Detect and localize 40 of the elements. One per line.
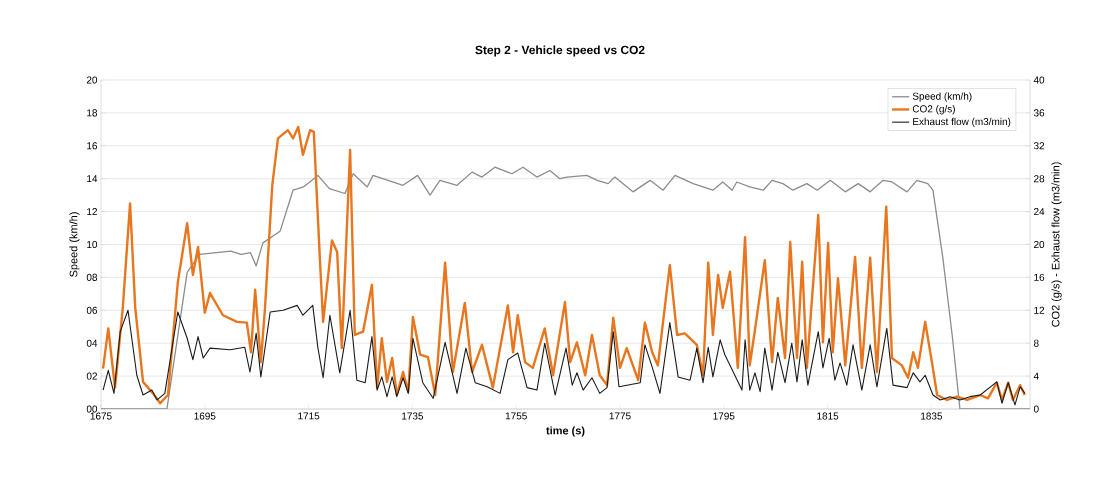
legend-label: Exhaust flow (m3/min)	[913, 117, 1011, 128]
y2-tick-label: 8	[1033, 339, 1039, 347]
y2-tick-label: 36	[1033, 109, 1045, 117]
x-tick-label: 1835	[921, 412, 943, 420]
x-tick-label: 1775	[609, 412, 631, 420]
y2-tick-label: 16	[1034, 273, 1045, 281]
line-series	[101, 125, 1027, 405]
x-tick-label: 1815	[817, 412, 839, 420]
x-tick-label: 1675	[90, 412, 112, 420]
x-tick-label: 1715	[298, 412, 320, 420]
y-tick-label: 02	[86, 372, 97, 380]
y2-tick-label: 0	[1033, 405, 1039, 413]
legend-label: CO2 (g/s)	[912, 105, 955, 115]
y-tick-label: 20	[86, 76, 98, 84]
y2-tick-label: 12	[1034, 306, 1045, 314]
y-tick-label: 12	[87, 208, 97, 216]
line-series	[102, 304, 1026, 406]
y2-axis-title: CO2 (g/s) - Exhaust flow (m3/min)	[1051, 162, 1062, 327]
x-tick-label: 1795	[713, 412, 735, 420]
y2-tick-label: 4	[1033, 372, 1039, 380]
chart-title: Step 2 - Vehicle speed vs CO2	[475, 45, 645, 57]
x-tick-label: 1735	[402, 412, 424, 420]
y-tick-label: 08	[86, 273, 98, 281]
y-tick-label: 16	[87, 142, 98, 150]
y2-tick-label: 40	[1033, 76, 1045, 84]
y-tick-label: 04	[86, 339, 98, 347]
y-axis-title: Speed (km/h)	[69, 212, 80, 277]
y2-tick-label: 20	[1034, 240, 1045, 249]
y-tick-label: 18	[87, 109, 98, 117]
y-tick-label: 00	[86, 405, 98, 413]
y-tick-label: 14	[87, 175, 98, 183]
x-tick-label: 1695	[194, 412, 216, 420]
y2-tick-label: 24	[1034, 208, 1045, 216]
y-tick-label: 10	[87, 240, 98, 249]
y2-tick-label: 28	[1034, 175, 1045, 183]
x-tick-label: 1755	[505, 412, 527, 420]
y-tick-label: 06	[86, 306, 98, 314]
x-axis-title: time (s)	[546, 426, 585, 437]
legend-label: Speed (km/h)	[912, 92, 972, 102]
y2-tick-label: 32	[1033, 142, 1045, 150]
